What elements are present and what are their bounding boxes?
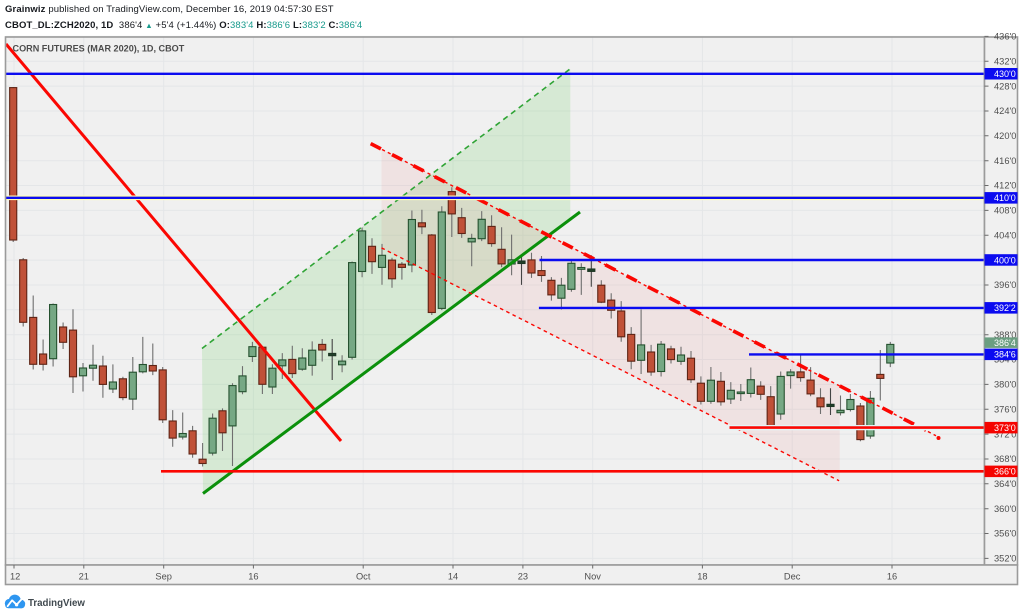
svg-text:392'2: 392'2 [994,303,1016,313]
svg-text:Dec: Dec [784,572,801,582]
svg-text:372'0: 372'0 [994,429,1016,439]
svg-text:384'6: 384'6 [994,350,1016,360]
svg-text:16: 16 [248,572,258,582]
svg-text:23: 23 [518,572,528,582]
svg-text:368'0: 368'0 [994,454,1016,464]
svg-text:412'0: 412'0 [994,181,1016,191]
svg-text:360'0: 360'0 [994,504,1016,514]
svg-text:18: 18 [697,572,707,582]
svg-text:21: 21 [79,572,89,582]
svg-text:364'0: 364'0 [994,479,1016,489]
svg-text:410'0: 410'0 [994,193,1016,203]
svg-text:436'0: 436'0 [994,32,1016,42]
svg-text:428'0: 428'0 [994,81,1016,91]
svg-text:TradingView: TradingView [28,598,85,609]
svg-text:430'0: 430'0 [994,69,1016,79]
svg-text:388'0: 388'0 [994,330,1016,340]
svg-text:376'0: 376'0 [994,404,1016,414]
svg-text:420'0: 420'0 [994,131,1016,141]
svg-text:408'0: 408'0 [994,206,1016,216]
svg-text:400'0: 400'0 [994,255,1016,265]
svg-text:424'0: 424'0 [994,106,1016,116]
svg-text:386'4: 386'4 [994,338,1016,348]
svg-text:Oct: Oct [356,572,371,582]
svg-text:Nov: Nov [584,572,601,582]
svg-text:396'0: 396'0 [994,280,1016,290]
svg-text:380'0: 380'0 [994,380,1016,390]
svg-text:12: 12 [10,572,20,582]
svg-text:432'0: 432'0 [994,57,1016,67]
svg-text:CORN FUTURES (MAR 2020), 1D, C: CORN FUTURES (MAR 2020), 1D, CBOT [13,44,185,54]
svg-text:Sep: Sep [155,572,172,582]
svg-text:373'0: 373'0 [994,423,1016,433]
svg-text:14: 14 [448,572,458,582]
svg-text:352'0: 352'0 [994,554,1016,564]
svg-text:356'0: 356'0 [994,529,1016,539]
svg-text:416'0: 416'0 [994,156,1016,166]
svg-text:404'0: 404'0 [994,230,1016,240]
svg-text:366'0: 366'0 [994,467,1016,477]
svg-text:16: 16 [887,572,897,582]
